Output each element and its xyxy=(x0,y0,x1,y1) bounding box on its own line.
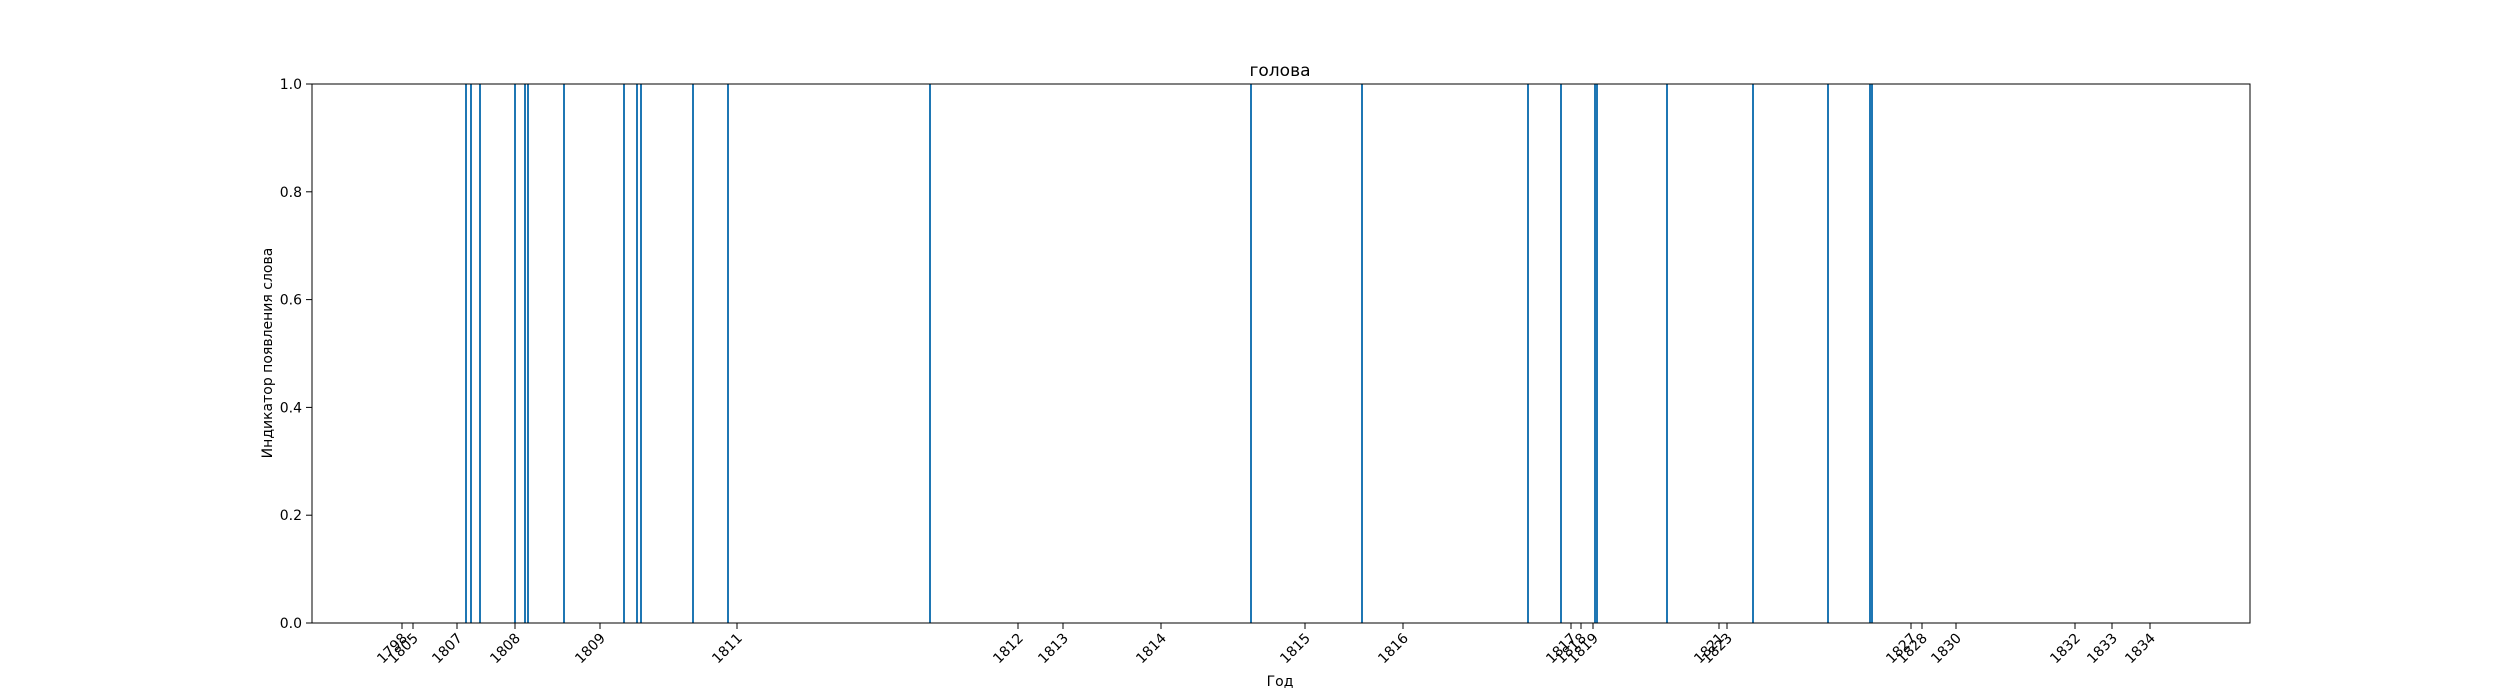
occurrence-bar xyxy=(514,84,516,623)
x-tick-label: 1813 xyxy=(1035,631,1072,668)
y-tick-label: 0.6 xyxy=(280,293,302,309)
occurrence-bar xyxy=(727,84,729,623)
occurrence-bar xyxy=(623,84,625,623)
occurrence-bar xyxy=(527,84,529,623)
x-tick-label: 1815 xyxy=(1277,631,1314,668)
occurrence-bar xyxy=(1666,84,1668,623)
occurrence-bar xyxy=(563,84,565,623)
x-axis-label: Год xyxy=(1267,674,1294,690)
occurrence-bar xyxy=(479,84,481,623)
plot-frame xyxy=(311,83,2251,624)
y-tick-label: 0.8 xyxy=(280,185,302,201)
y-axis: 0.0 0.2 0.4 0.6 0.8 1.0 xyxy=(280,77,312,632)
occurrence-bar xyxy=(1827,84,1829,623)
y-tick-label: 0.0 xyxy=(280,616,302,632)
occurrence-bar xyxy=(1752,84,1754,623)
bars-group xyxy=(465,84,1873,623)
x-tick-label: 1809 xyxy=(572,631,609,668)
y-axis-label: Индикатор появления слова xyxy=(260,248,276,459)
occurrence-bar xyxy=(524,84,526,623)
occurrence-bar xyxy=(470,84,472,623)
x-tick-label: 1833 xyxy=(2084,631,2121,668)
occurrence-bar xyxy=(1250,84,1252,623)
occurrence-bar xyxy=(1527,84,1529,623)
y-tick-label: 0.2 xyxy=(280,508,302,524)
x-tick-label: 1808 xyxy=(487,631,524,668)
chart-title: голова xyxy=(1249,61,1310,81)
occurrence-bar xyxy=(1361,84,1363,623)
occurrence-bar xyxy=(1871,84,1873,623)
occurrence-bar xyxy=(929,84,931,623)
x-tick-label: 1832 xyxy=(2047,631,2084,668)
occurrence-bar xyxy=(465,84,467,623)
x-tick-label: 1807 xyxy=(429,631,466,668)
x-tick-label: 1814 xyxy=(1133,630,1170,667)
occurrence-bar xyxy=(640,84,642,623)
occurrence-bar xyxy=(1594,84,1596,623)
x-tick-label: 1812 xyxy=(990,631,1027,668)
occurrence-bar xyxy=(636,84,638,623)
x-tick-label: 1811 xyxy=(709,631,746,668)
occurrence-bar xyxy=(692,84,694,623)
occurrence-bar xyxy=(1560,84,1562,623)
y-tick-label: 0.4 xyxy=(280,400,302,416)
x-tick-label: 1834 xyxy=(2122,630,2159,667)
y-tick-label: 1.0 xyxy=(280,77,302,93)
x-tick-label: 1816 xyxy=(1375,630,1412,667)
occurrence-bar xyxy=(1596,84,1598,623)
x-tick-label: 1830 xyxy=(1928,631,1965,668)
